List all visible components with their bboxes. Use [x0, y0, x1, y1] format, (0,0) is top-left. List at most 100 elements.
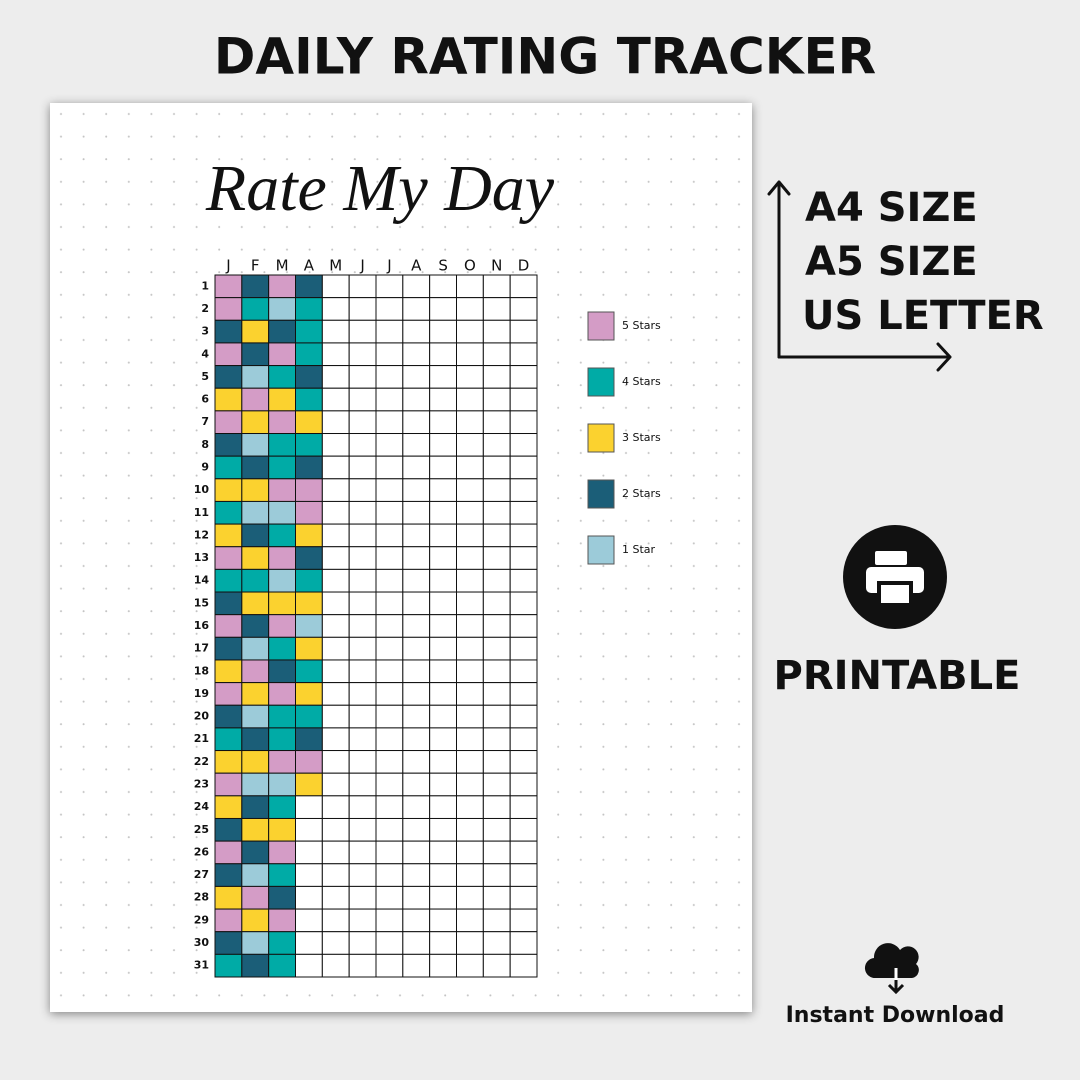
- empty-cell: [482, 365, 511, 389]
- size-label: US LETTER: [802, 293, 1044, 339]
- rating-cell: [241, 591, 270, 616]
- empty-cell: [509, 795, 538, 819]
- rating-cell: [241, 817, 270, 842]
- empty-cell: [429, 410, 457, 435]
- empty-cell: [429, 433, 457, 457]
- empty-cell: [321, 863, 350, 887]
- rating-cell: [241, 478, 270, 502]
- empty-cell: [321, 455, 350, 480]
- rating-cell: [268, 727, 296, 752]
- empty-cell: [321, 636, 350, 661]
- empty-cell: [429, 365, 457, 389]
- empty-cell: [348, 478, 377, 502]
- empty-cell: [321, 319, 350, 344]
- empty-cell: [402, 523, 431, 548]
- empty-cell: [429, 750, 457, 774]
- empty-cell: [375, 297, 404, 321]
- empty-cell: [402, 568, 431, 593]
- empty-cell: [295, 795, 323, 819]
- legend: 5 Stars 4 Stars 3 Stars 2 Stars 1 Star: [587, 311, 661, 565]
- empty-cell: [402, 297, 431, 321]
- empty-cell: [321, 682, 350, 706]
- empty-cell: [482, 500, 511, 525]
- empty-cell: [402, 500, 431, 525]
- empty-cell: [375, 274, 404, 299]
- main-title: DAILY RATING TRACKER: [214, 28, 876, 86]
- empty-cell: [429, 387, 457, 412]
- rating-cell: [268, 365, 296, 389]
- empty-cell: [456, 365, 484, 389]
- rating-cell: [295, 433, 323, 457]
- empty-cell: [509, 863, 538, 887]
- empty-cell: [456, 342, 484, 367]
- empty-cell: [429, 772, 457, 797]
- month-label: M: [329, 257, 342, 275]
- empty-cell: [348, 953, 377, 978]
- rating-cell: [295, 410, 323, 435]
- empty-cell: [482, 931, 511, 955]
- empty-cell: [509, 319, 538, 344]
- empty-cell: [456, 410, 484, 435]
- empty-cell: [402, 772, 431, 797]
- rating-cell: [268, 500, 296, 525]
- empty-cell: [429, 636, 457, 661]
- empty-cell: [456, 433, 484, 457]
- empty-cell: [375, 365, 404, 389]
- empty-cell: [482, 455, 511, 480]
- rating-cell: [268, 704, 296, 729]
- day-label: 13: [194, 551, 209, 564]
- rating-cell: [241, 682, 270, 706]
- empty-cell: [348, 274, 377, 299]
- legend-label: 2 Stars: [622, 487, 661, 500]
- rating-cell: [214, 591, 243, 616]
- empty-cell: [375, 636, 404, 661]
- empty-cell: [321, 591, 350, 616]
- empty-cell: [402, 478, 431, 502]
- month-label: O: [464, 257, 476, 275]
- empty-cell: [348, 591, 377, 616]
- rating-cell: [214, 614, 243, 638]
- legend-label: 1 Star: [622, 543, 656, 556]
- rating-cell: [241, 750, 270, 774]
- empty-cell: [482, 636, 511, 661]
- empty-cell: [348, 455, 377, 480]
- rating-cell: [295, 342, 323, 367]
- empty-cell: [429, 342, 457, 367]
- rating-cell: [268, 817, 296, 842]
- rating-cell: [214, 568, 243, 593]
- empty-cell: [456, 319, 484, 344]
- empty-cell: [402, 614, 431, 638]
- rating-cell: [295, 591, 323, 616]
- empty-cell: [348, 523, 377, 548]
- rating-cell: [214, 274, 243, 299]
- empty-cell: [348, 817, 377, 842]
- empty-cell: [482, 750, 511, 774]
- empty-cell: [429, 500, 457, 525]
- day-label: 20: [194, 710, 210, 723]
- rating-cell: [214, 772, 243, 797]
- empty-cell: [429, 274, 457, 299]
- rating-cell: [295, 727, 323, 752]
- month-label: F: [251, 257, 260, 275]
- empty-cell: [348, 410, 377, 435]
- empty-cell: [482, 840, 511, 865]
- rating-cell: [214, 319, 243, 344]
- rating-cell: [295, 523, 323, 548]
- empty-cell: [509, 500, 538, 525]
- empty-cell: [509, 591, 538, 616]
- empty-cell: [402, 727, 431, 752]
- empty-cell: [402, 636, 431, 661]
- empty-cell: [429, 319, 457, 344]
- rating-cell: [268, 908, 296, 933]
- rating-cell: [241, 953, 270, 978]
- empty-cell: [375, 682, 404, 706]
- empty-cell: [509, 546, 538, 570]
- empty-cell: [456, 614, 484, 638]
- empty-cell: [402, 546, 431, 570]
- empty-cell: [402, 953, 431, 978]
- rating-cell: [268, 863, 296, 887]
- day-label: 24: [194, 800, 210, 813]
- rating-cell: [214, 365, 243, 389]
- empty-cell: [402, 319, 431, 344]
- rating-cell: [214, 682, 243, 706]
